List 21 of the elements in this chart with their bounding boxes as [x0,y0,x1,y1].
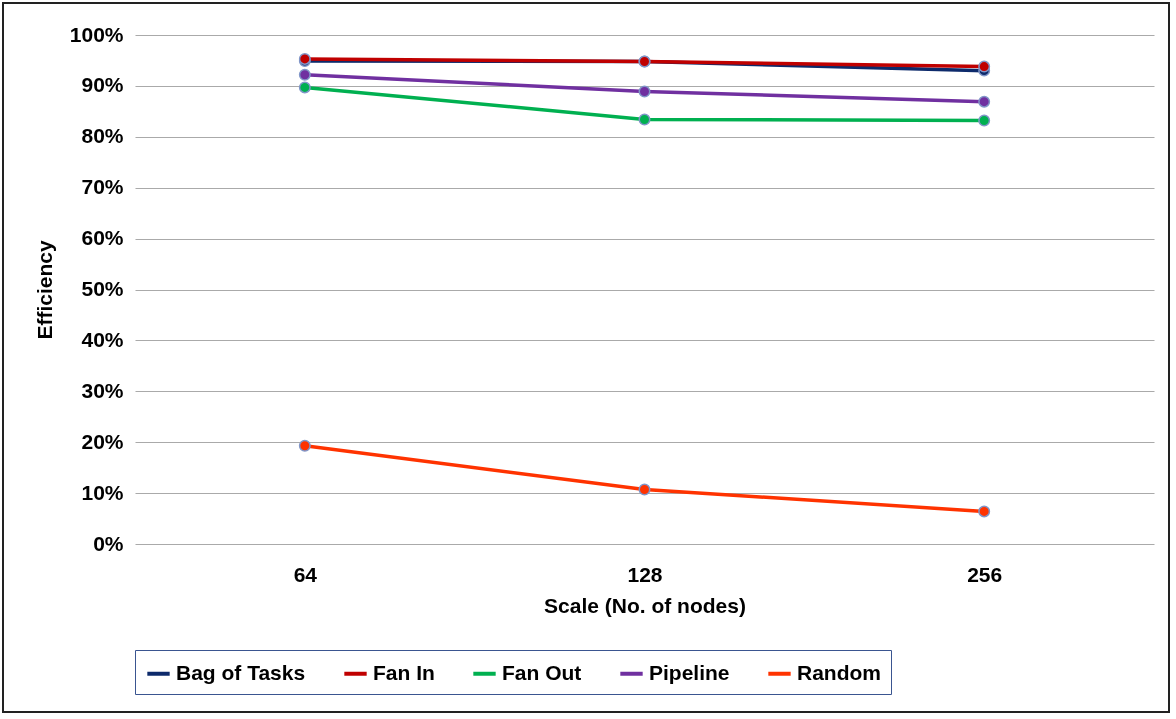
y-tick-label: 80% [81,124,124,148]
y-tick-label: 40% [81,327,124,351]
legend-label: Bag of Tasks [176,660,306,684]
legend-label: Random [797,660,881,684]
legend-label: Pipeline [649,660,730,684]
x-axis-title: Scale (No. of nodes) [544,593,746,617]
y-axis-title: Efficiency [32,240,56,340]
y-tick-label: 30% [81,378,124,402]
y-tick-label: 20% [81,429,124,453]
x-tick-label: 256 [967,562,1003,586]
y-tick-label: 70% [81,175,124,199]
y-tick-label: 10% [81,480,124,504]
legend-label: Fan In [373,660,435,684]
legend-label: Fan Out [502,660,582,684]
x-tick-label: 64 [293,562,318,586]
y-tick-label: 50% [81,277,124,300]
x-tick-label: 128 [627,562,663,586]
y-tick-label: 60% [81,226,124,250]
y-tick-label: 0% [93,531,124,555]
y-tick-label: 100% [69,22,124,46]
y-tick-label: 90% [81,73,124,97]
